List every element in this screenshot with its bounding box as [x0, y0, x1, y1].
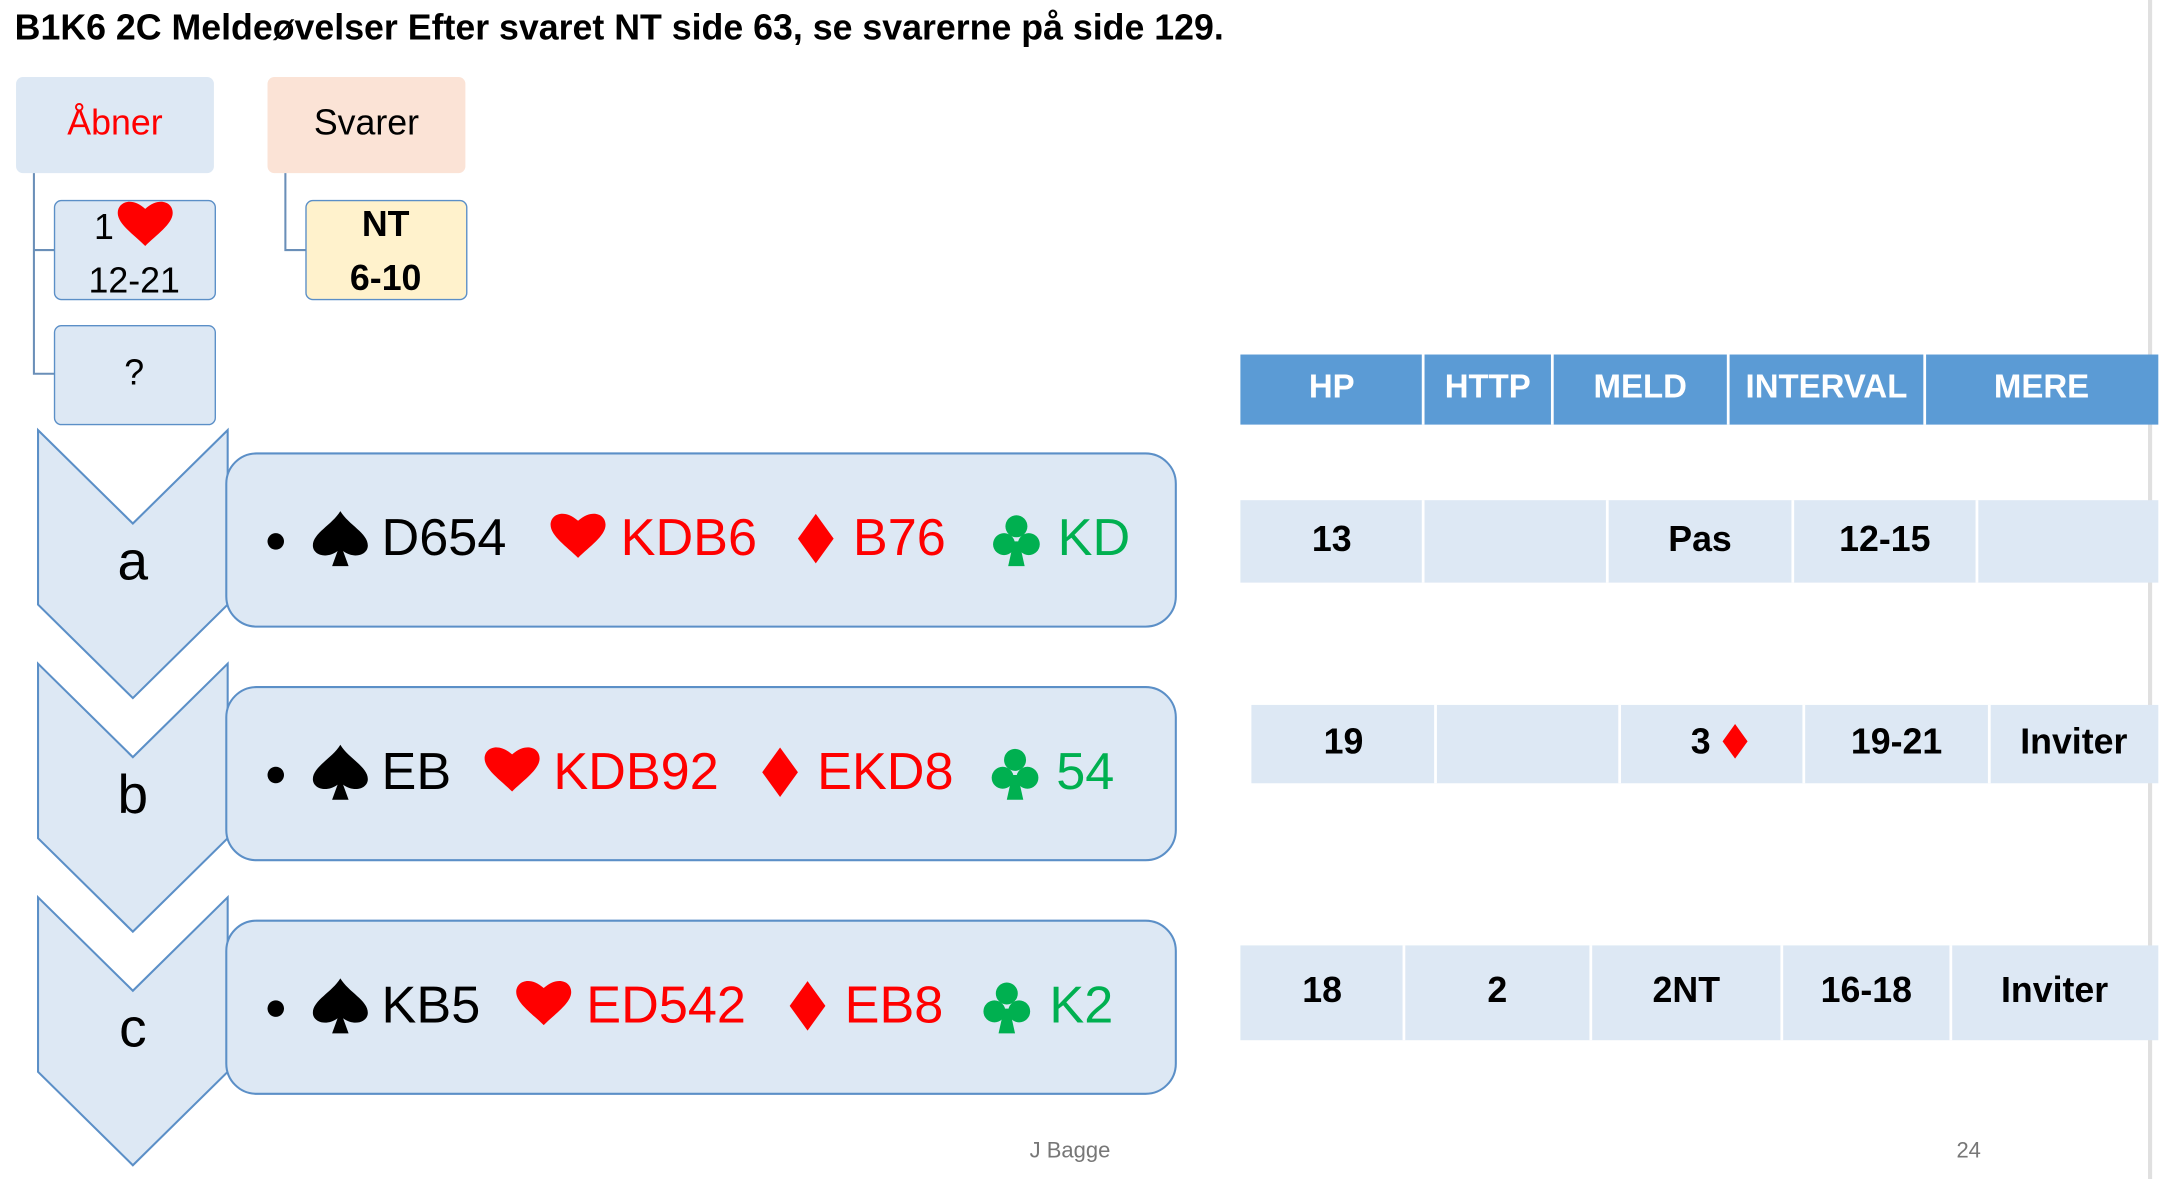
- suit-cards: EB: [382, 743, 452, 801]
- opener-box: [16, 76, 214, 174]
- opener-range: 12-21: [89, 261, 180, 301]
- table-header-cell: MERE: [1994, 368, 2089, 405]
- table-cell: 19: [1324, 722, 1364, 762]
- responder-bid-box: [305, 199, 468, 301]
- table-header-cell: HTTP: [1445, 368, 1531, 405]
- table-row: [1240, 500, 2159, 583]
- question-box: [53, 324, 216, 426]
- table-header-cell: MELD: [1594, 368, 1687, 405]
- responder-label: Svarer: [314, 102, 419, 142]
- suit-cards: K2: [1049, 976, 1113, 1034]
- table-cell: 2NT: [1653, 970, 1721, 1010]
- hand-box: [225, 919, 1177, 1095]
- suit-cards: KDB92: [553, 743, 718, 801]
- suit-cards: B76: [853, 509, 946, 567]
- responder-bid: NT: [362, 204, 410, 244]
- suit-cards: KD: [1058, 509, 1131, 567]
- table-header-cell: HP: [1309, 368, 1355, 405]
- table-header: [1240, 354, 2159, 425]
- bullet: [267, 766, 285, 784]
- table-row: [1251, 704, 2159, 784]
- table-cell: 13: [1312, 519, 1352, 559]
- opener-bid-box: [53, 199, 216, 301]
- suit-cards: KB5: [382, 976, 481, 1034]
- table-cell: 2: [1487, 970, 1507, 1010]
- slide-title: B1K6 2C Meldeøvelser Efter svaret NT sid…: [15, 8, 1224, 48]
- responder-range: 6-10: [350, 258, 422, 298]
- bullet: [267, 533, 285, 550]
- table-cell: Pas: [1668, 519, 1732, 559]
- bullet: [267, 1000, 285, 1017]
- footer-page: 24: [1956, 1137, 1980, 1162]
- suit-cards: D654: [382, 509, 507, 567]
- table-header-cell: INTERVAL: [1746, 368, 1908, 405]
- table-cell: 16-18: [1821, 970, 1912, 1010]
- suit-cards: EKD8: [817, 743, 953, 801]
- suit-cards: ED542: [586, 976, 746, 1034]
- hand-box: [225, 686, 1177, 862]
- footer-author: J Bagge: [1030, 1137, 1111, 1162]
- table-cell: 19-21: [1851, 722, 1942, 762]
- suit-cards: KDB6: [621, 509, 757, 567]
- hand-box: [225, 452, 1177, 628]
- connector: [32, 173, 306, 375]
- table-cell: Inviter: [2001, 970, 2108, 1010]
- table-cell: 18: [1302, 970, 1342, 1010]
- hand-label: c: [119, 996, 146, 1058]
- hand-label: a: [118, 529, 149, 591]
- question: ?: [124, 353, 144, 393]
- suit-cards: EB8: [845, 976, 944, 1034]
- table-cell: Inviter: [2020, 722, 2127, 762]
- responder-box: [267, 76, 466, 174]
- suit-cards: 54: [1056, 743, 1114, 801]
- opener-bid: 1: [94, 207, 114, 247]
- opener-label: Åbner: [67, 102, 162, 142]
- table-cell: 12-15: [1839, 519, 1930, 559]
- table-row: [1240, 945, 2159, 1041]
- table-cell: 3: [1691, 722, 1711, 762]
- hand-label: b: [118, 763, 149, 825]
